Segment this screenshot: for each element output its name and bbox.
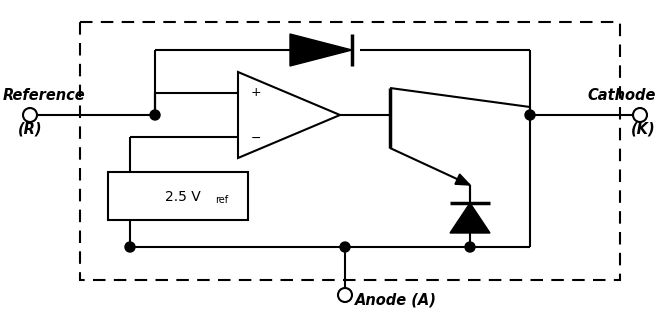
Text: Cathode: Cathode	[588, 88, 656, 103]
Circle shape	[465, 242, 475, 252]
Text: +: +	[250, 86, 262, 100]
Text: ref: ref	[215, 195, 228, 205]
Bar	[108, 172, 248, 220]
Polygon shape	[455, 174, 470, 185]
Bar	[80, 22, 620, 280]
Circle shape	[150, 110, 160, 120]
Text: (K): (K)	[631, 122, 656, 137]
Polygon shape	[238, 72, 340, 158]
Circle shape	[525, 110, 535, 120]
Text: Anode (A): Anode (A)	[355, 293, 437, 307]
Polygon shape	[290, 34, 352, 66]
Polygon shape	[450, 203, 490, 233]
Circle shape	[338, 288, 352, 302]
Text: (R): (R)	[18, 122, 42, 137]
Text: 2.5 V: 2.5 V	[165, 190, 201, 204]
Text: $-$: $-$	[250, 131, 262, 143]
Text: Reference: Reference	[3, 88, 86, 103]
Circle shape	[340, 242, 350, 252]
Circle shape	[125, 242, 135, 252]
Circle shape	[23, 108, 37, 122]
Circle shape	[633, 108, 647, 122]
